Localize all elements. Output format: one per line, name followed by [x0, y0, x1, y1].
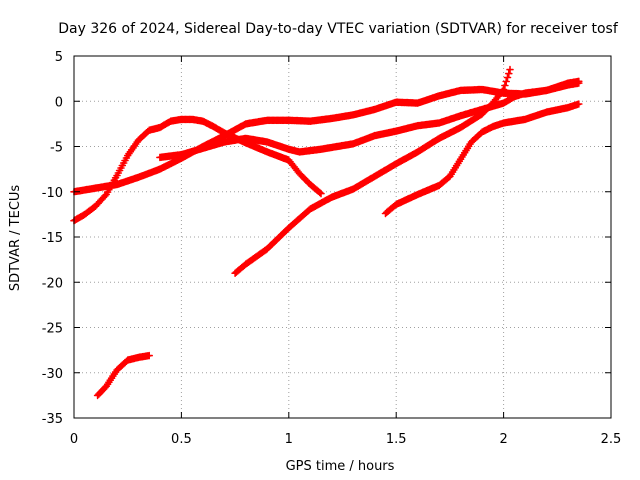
series-F-markers [93, 351, 153, 400]
x-tick-label: 1.5 [386, 432, 407, 447]
series-B [70, 115, 325, 225]
series-A [70, 77, 583, 196]
series-F [93, 351, 153, 400]
y-tick-label: 5 [55, 50, 63, 65]
x-tick-label: 0 [70, 432, 78, 447]
x-axis-label: GPS time / hours [286, 459, 395, 474]
y-axis-label: SDTVAR / TECUs [8, 185, 23, 292]
y-tick-label: -20 [42, 276, 63, 291]
axis-ticks: 0 0.5 1 1.5 2 2.5 5 0 -5 -10 -15 -20 -25 -30 -35 [42, 50, 622, 447]
y-tick-label: -10 [42, 186, 63, 201]
series-D-markers [231, 65, 514, 277]
data-series [70, 65, 583, 400]
y-tick-label: -15 [42, 231, 63, 246]
y-tick-label: 0 [55, 95, 63, 110]
y-tick-label: -30 [42, 367, 63, 382]
series-D [231, 65, 514, 277]
chart-title: Day 326 of 2024, Sidereal Day-to-day VTE… [58, 21, 619, 37]
x-tick-label: 1 [285, 432, 293, 447]
series-E-markers [381, 100, 583, 218]
y-tick-label: -5 [50, 141, 63, 156]
series-E [381, 100, 583, 218]
y-tick-label: -35 [42, 412, 63, 427]
x-tick-label: 0.5 [171, 432, 192, 447]
series-A-markers [70, 77, 583, 196]
y-tick-label: -25 [42, 322, 63, 337]
series-B-markers [70, 115, 325, 225]
x-tick-label: 2.5 [601, 432, 622, 447]
grid [74, 56, 611, 418]
x-tick-label: 2 [499, 432, 507, 447]
